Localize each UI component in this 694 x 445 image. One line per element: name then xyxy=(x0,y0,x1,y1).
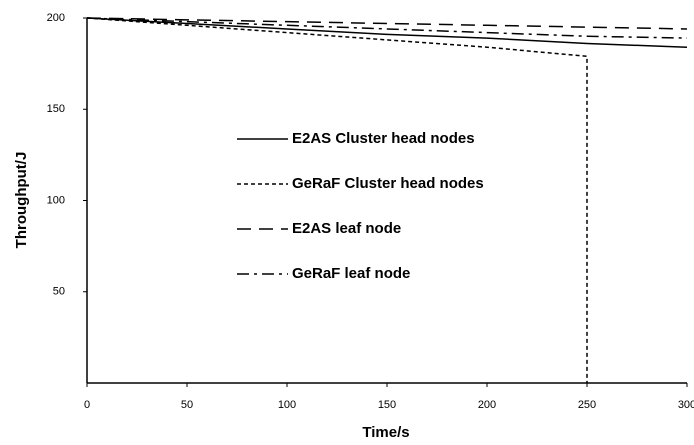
x-tick-label: 0 xyxy=(84,399,90,411)
x-tick-label: 50 xyxy=(181,399,193,411)
y-tick-label: 100 xyxy=(47,194,65,206)
series-line xyxy=(86,17,688,30)
y-axis-title: Throughput/J xyxy=(13,152,30,249)
x-axis-title: Time/s xyxy=(362,424,409,441)
x-tick-label: 250 xyxy=(578,399,596,411)
legend-text: E2AS leaf node xyxy=(292,220,401,237)
series-line xyxy=(86,17,688,48)
legend-text: GeRaF Cluster head nodes xyxy=(292,175,484,192)
series-line xyxy=(86,17,688,39)
legend-text: GeRaF leaf node xyxy=(292,265,410,282)
y-tick-label: 150 xyxy=(47,103,65,115)
x-tick-label: 100 xyxy=(278,399,296,411)
x-tick-label: 200 xyxy=(478,399,496,411)
x-tick-label: 150 xyxy=(378,399,396,411)
series-line xyxy=(86,17,588,383)
y-tick-label: 50 xyxy=(53,286,65,298)
y-tick-label: 200 xyxy=(47,12,65,24)
legend-text: E2AS Cluster head nodes xyxy=(292,130,475,147)
x-tick-label: 300 xyxy=(678,399,694,411)
